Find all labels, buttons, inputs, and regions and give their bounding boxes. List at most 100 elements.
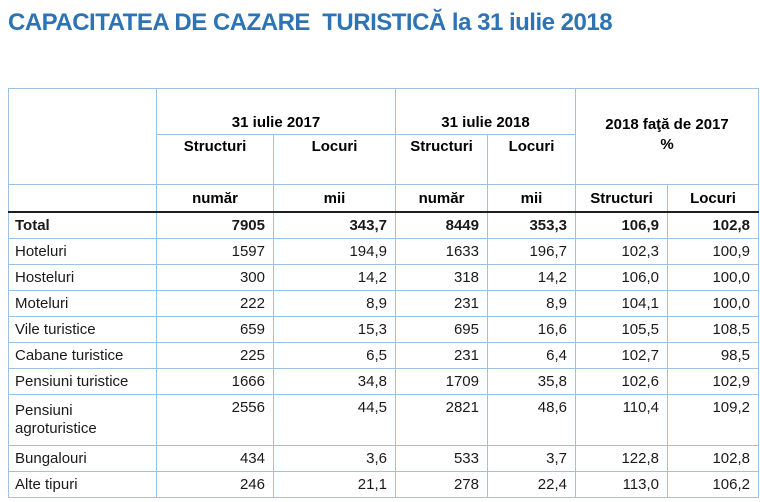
value-cell: 8,9 <box>487 290 576 317</box>
value-cell: 8,9 <box>273 290 396 317</box>
value-cell: 44,5 <box>273 394 396 446</box>
value-cell: 100,9 <box>666 238 760 265</box>
value-cell: 108,5 <box>666 316 760 343</box>
value-cell: 35,8 <box>487 368 576 395</box>
header-ratio-structuri: Structuri <box>575 184 668 213</box>
value-cell: 106,9 <box>575 211 668 239</box>
header-empty-cell <box>8 88 157 185</box>
value-cell: 48,6 <box>487 394 576 446</box>
header-group-2018: 31 iulie 2018 <box>395 88 576 135</box>
header-unit-2018-mii: mii <box>487 184 576 213</box>
value-cell: 246 <box>156 471 274 498</box>
value-cell: 106,2 <box>666 471 760 498</box>
header-2018-structuri: Structuri <box>395 134 488 185</box>
value-cell: 109,2 <box>666 394 760 446</box>
header-unit-2017-mii: mii <box>273 184 396 213</box>
value-cell: 2556 <box>156 394 274 446</box>
value-cell: 14,2 <box>273 264 396 291</box>
value-cell: 278 <box>395 471 488 498</box>
table-body: Total 7905 343,7 8449 353,3 106,9 102,8 … <box>8 211 760 498</box>
value-cell: 300 <box>156 264 274 291</box>
value-cell: 222 <box>156 290 274 317</box>
value-cell: 22,4 <box>487 471 576 498</box>
header-2017-structuri: Structuri <box>156 134 274 185</box>
value-cell: 1633 <box>395 238 488 265</box>
value-cell: 1709 <box>395 368 488 395</box>
value-cell: 1666 <box>156 368 274 395</box>
value-cell: 102,8 <box>666 211 760 239</box>
table-row: Vile turistice 659 15,3 695 16,6 105,5 1… <box>8 316 760 343</box>
row-label: Hosteluri <box>8 264 157 291</box>
value-cell: 113,0 <box>575 471 668 498</box>
header-row-groups: 31 iulie 2017 31 iulie 2018 2018 faţă de… <box>8 88 760 185</box>
header-unit-2017-numar: număr <box>156 184 274 213</box>
value-cell: 15,3 <box>273 316 396 343</box>
header-ratio-locuri: Locuri <box>666 184 760 213</box>
value-cell: 3,6 <box>273 445 396 472</box>
value-cell: 7905 <box>156 211 274 239</box>
value-cell: 2821 <box>395 394 488 446</box>
value-cell: 434 <box>156 445 274 472</box>
value-cell: 100,0 <box>666 290 760 317</box>
value-cell: 98,5 <box>666 342 760 369</box>
header-2018-locuri: Locuri <box>487 134 576 185</box>
value-cell: 225 <box>156 342 274 369</box>
value-cell: 1597 <box>156 238 274 265</box>
value-cell: 659 <box>156 316 274 343</box>
table-row: Bungalouri 434 3,6 533 3,7 122,8 102,8 <box>8 445 760 472</box>
value-cell: 102,9 <box>666 368 760 395</box>
capacity-table: 31 iulie 2017 31 iulie 2018 2018 faţă de… <box>8 88 760 498</box>
value-cell: 104,1 <box>575 290 668 317</box>
header-row-sub: Structuri Locuri Structuri Locuri <box>9 134 759 185</box>
header-row-units: număr mii număr mii Structuri Locuri <box>8 184 760 213</box>
value-cell: 21,1 <box>273 471 396 498</box>
value-cell: 6,5 <box>273 342 396 369</box>
table-row-total: Total 7905 343,7 8449 353,3 106,9 102,8 <box>8 211 760 239</box>
row-label: Vile turistice <box>8 316 157 343</box>
value-cell: 353,3 <box>487 211 576 239</box>
row-label: Cabane turistice <box>8 342 157 369</box>
table-row: Pensiuni turistice 1666 34,8 1709 35,8 1… <box>8 368 760 395</box>
table-row: Alte tipuri 246 21,1 278 22,4 113,0 106,… <box>8 471 760 498</box>
page-title: CAPACITATEA DE CAZARE TURISTICĂ la 31 iu… <box>8 9 613 36</box>
value-cell: 8449 <box>395 211 488 239</box>
table-row: Pensiuni agroturistice 2556 44,5 2821 48… <box>8 394 760 446</box>
value-cell: 105,5 <box>575 316 668 343</box>
value-cell: 122,8 <box>575 445 668 472</box>
value-cell: 343,7 <box>273 211 396 239</box>
header-group-ratio: 2018 faţă de 2017 % <box>574 88 760 185</box>
value-cell: 100,0 <box>666 264 760 291</box>
row-label: Bungalouri <box>8 445 157 472</box>
value-cell: 231 <box>395 290 488 317</box>
value-cell: 3,7 <box>487 445 576 472</box>
row-label: Pensiuni turistice <box>8 368 157 395</box>
row-label: Total <box>8 211 157 239</box>
row-label: Pensiuni agroturistice <box>8 394 157 446</box>
value-cell: 196,7 <box>487 238 576 265</box>
header-ratio-percent: % <box>660 136 674 153</box>
value-cell: 533 <box>395 445 488 472</box>
table-row: Hoteluri 1597 194,9 1633 196,7 102,3 100… <box>8 238 760 265</box>
row-label: Moteluri <box>8 290 157 317</box>
row-label: Alte tipuri <box>8 471 157 498</box>
value-cell: 695 <box>395 316 488 343</box>
header-ratio-line1: 2018 faţă de 2017 <box>605 115 729 133</box>
value-cell: 102,3 <box>575 238 668 265</box>
table-row: Hosteluri 300 14,2 318 14,2 106,0 100,0 <box>8 264 760 291</box>
value-cell: 231 <box>395 342 488 369</box>
value-cell: 110,4 <box>575 394 668 446</box>
header-group-2017: 31 iulie 2017 <box>156 88 396 135</box>
value-cell: 16,6 <box>487 316 576 343</box>
table-row: Cabane turistice 225 6,5 231 6,4 102,7 9… <box>8 342 760 369</box>
header-2017-locuri: Locuri <box>273 134 396 185</box>
header-empty-cell <box>8 184 157 213</box>
header-unit-2018-numar: număr <box>395 184 488 213</box>
value-cell: 106,0 <box>575 264 668 291</box>
value-cell: 6,4 <box>487 342 576 369</box>
table-row: Moteluri 222 8,9 231 8,9 104,1 100,0 <box>8 290 760 317</box>
value-cell: 102,8 <box>666 445 760 472</box>
value-cell: 102,6 <box>575 368 668 395</box>
value-cell: 194,9 <box>273 238 396 265</box>
value-cell: 34,8 <box>273 368 396 395</box>
value-cell: 102,7 <box>575 342 668 369</box>
